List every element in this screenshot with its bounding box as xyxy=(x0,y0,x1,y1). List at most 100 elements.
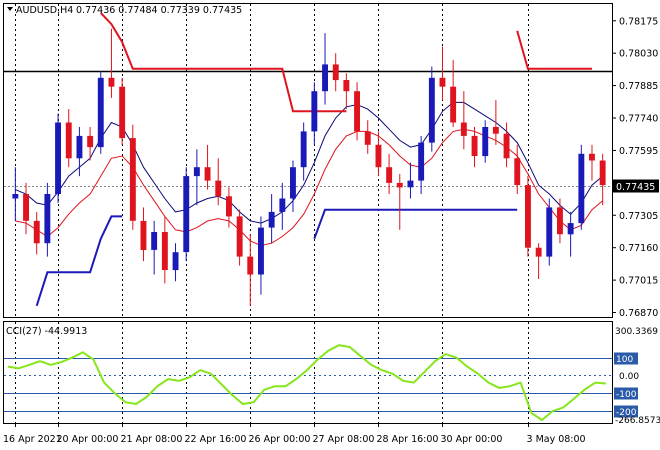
candle-body xyxy=(557,207,563,235)
dropdown-triangle-icon[interactable] xyxy=(7,7,13,11)
candle-body xyxy=(172,252,179,271)
time-tick-label: 3 May 08:00 xyxy=(527,434,586,445)
time-tick-label: 26 Apr 00:00 xyxy=(249,434,311,445)
candle-body xyxy=(129,138,136,221)
ohlc-readout: 0.77436 0.77484 0.77339 0.77435 xyxy=(76,5,242,16)
candle-body xyxy=(450,86,457,123)
time-tick-label: 30 Apr 00:00 xyxy=(441,434,503,445)
price-tick-label: 0.78175 xyxy=(619,16,658,27)
candle-body xyxy=(44,194,51,244)
candle-body xyxy=(599,160,606,186)
cci-axis: 100 0.00 -100 -200 300.3369 -266.8573 xyxy=(614,327,660,426)
candle-body xyxy=(439,77,446,87)
candle-body xyxy=(258,227,264,275)
candle-body xyxy=(215,180,222,197)
candle-body xyxy=(386,167,393,183)
candle-body xyxy=(183,176,190,253)
price-tick-label: 0.76870 xyxy=(619,308,658,319)
candle-body xyxy=(535,247,542,257)
candle-body xyxy=(300,131,307,168)
candle-body xyxy=(311,91,318,132)
candle-body xyxy=(76,135,83,159)
candle-body xyxy=(290,167,296,199)
horizontal-line xyxy=(4,70,612,187)
cci-level-lines xyxy=(4,358,612,412)
price-tick-label: 0.77015 xyxy=(619,276,658,287)
indicator-series-3 xyxy=(35,208,518,307)
price-tick-label: 0.77595 xyxy=(619,146,658,157)
candle-body xyxy=(407,180,414,188)
candle-body xyxy=(204,167,211,181)
candle-body xyxy=(332,64,339,81)
price-tick-label: 0.77160 xyxy=(619,243,658,254)
cci-level-badge xyxy=(614,352,638,365)
current-price-label: 0.77435 xyxy=(616,182,655,193)
time-tick-label: 20 Apr 00:00 xyxy=(57,434,119,445)
candle-body xyxy=(151,232,158,250)
price-tick-label: 0.77305 xyxy=(619,211,658,222)
time-tick-label: 28 Apr 16:00 xyxy=(377,434,439,445)
candle-body xyxy=(418,142,425,181)
price-tick-label: 0.77885 xyxy=(619,81,658,92)
candle-body xyxy=(12,194,19,199)
candle-body xyxy=(514,158,521,186)
indicator-series-2 xyxy=(100,12,592,113)
candle-body xyxy=(23,194,29,221)
candle-body xyxy=(503,133,510,159)
candle-body xyxy=(354,91,360,132)
price-tick-label: 0.77740 xyxy=(619,114,658,125)
cci-series xyxy=(7,344,607,422)
candle-body xyxy=(193,167,200,177)
candle-body xyxy=(236,216,243,257)
candlesticks xyxy=(12,28,606,306)
symbol-label: AUDUSD,H4 xyxy=(16,5,73,16)
candle-body xyxy=(343,80,350,92)
candle-body xyxy=(108,77,115,87)
candle-body xyxy=(492,127,499,134)
cci-level-label: -200 xyxy=(616,408,637,418)
candle-body xyxy=(589,153,595,161)
candle-body xyxy=(65,122,72,159)
candle-body xyxy=(55,122,61,194)
candle-body xyxy=(396,182,403,188)
candle-body xyxy=(322,64,328,92)
candle-body xyxy=(567,223,574,235)
cci-panel xyxy=(3,321,613,424)
candle-body xyxy=(268,211,275,228)
candle-body xyxy=(471,135,478,156)
candle-body xyxy=(97,77,104,148)
candle-body xyxy=(279,198,286,212)
cci-level-label: 100 xyxy=(616,355,633,365)
candle-body xyxy=(140,220,147,250)
cci-level-label: -100 xyxy=(616,390,637,400)
cci-line xyxy=(7,344,607,422)
price-panel xyxy=(3,3,613,318)
price-axis: 0.78175 0.78030 0.77885 0.77740 0.77595 0.774… xyxy=(612,16,659,319)
current-price-badge xyxy=(613,179,659,193)
candle-body xyxy=(460,122,467,136)
cci-max-label: 300.3369 xyxy=(615,327,658,337)
candle-body xyxy=(33,220,40,244)
candle-body xyxy=(364,131,371,145)
candle-body xyxy=(119,86,126,139)
time-tick-label: 21 Apr 08:00 xyxy=(121,434,183,445)
candle-body xyxy=(428,77,435,143)
candle-body xyxy=(247,256,254,275)
candle-body xyxy=(161,232,168,270)
candle-body xyxy=(578,153,585,224)
cci-level-label: 0.00 xyxy=(619,372,639,382)
candle-body xyxy=(375,144,382,168)
candle-body xyxy=(226,196,232,217)
cci-title: CCI(27) -44.9913 xyxy=(6,326,87,337)
time-tick-label: 27 Apr 08:00 xyxy=(313,434,375,445)
cci-min-label: -266.8573 xyxy=(615,416,660,426)
time-tick-label: 22 Apr 16:00 xyxy=(185,434,247,445)
vertical-gridlines xyxy=(15,4,529,423)
candle-body xyxy=(482,127,489,157)
candle-body xyxy=(525,185,531,248)
indicator-lines xyxy=(15,12,604,307)
cci-level-badge xyxy=(614,405,638,418)
candle-body xyxy=(546,207,553,257)
